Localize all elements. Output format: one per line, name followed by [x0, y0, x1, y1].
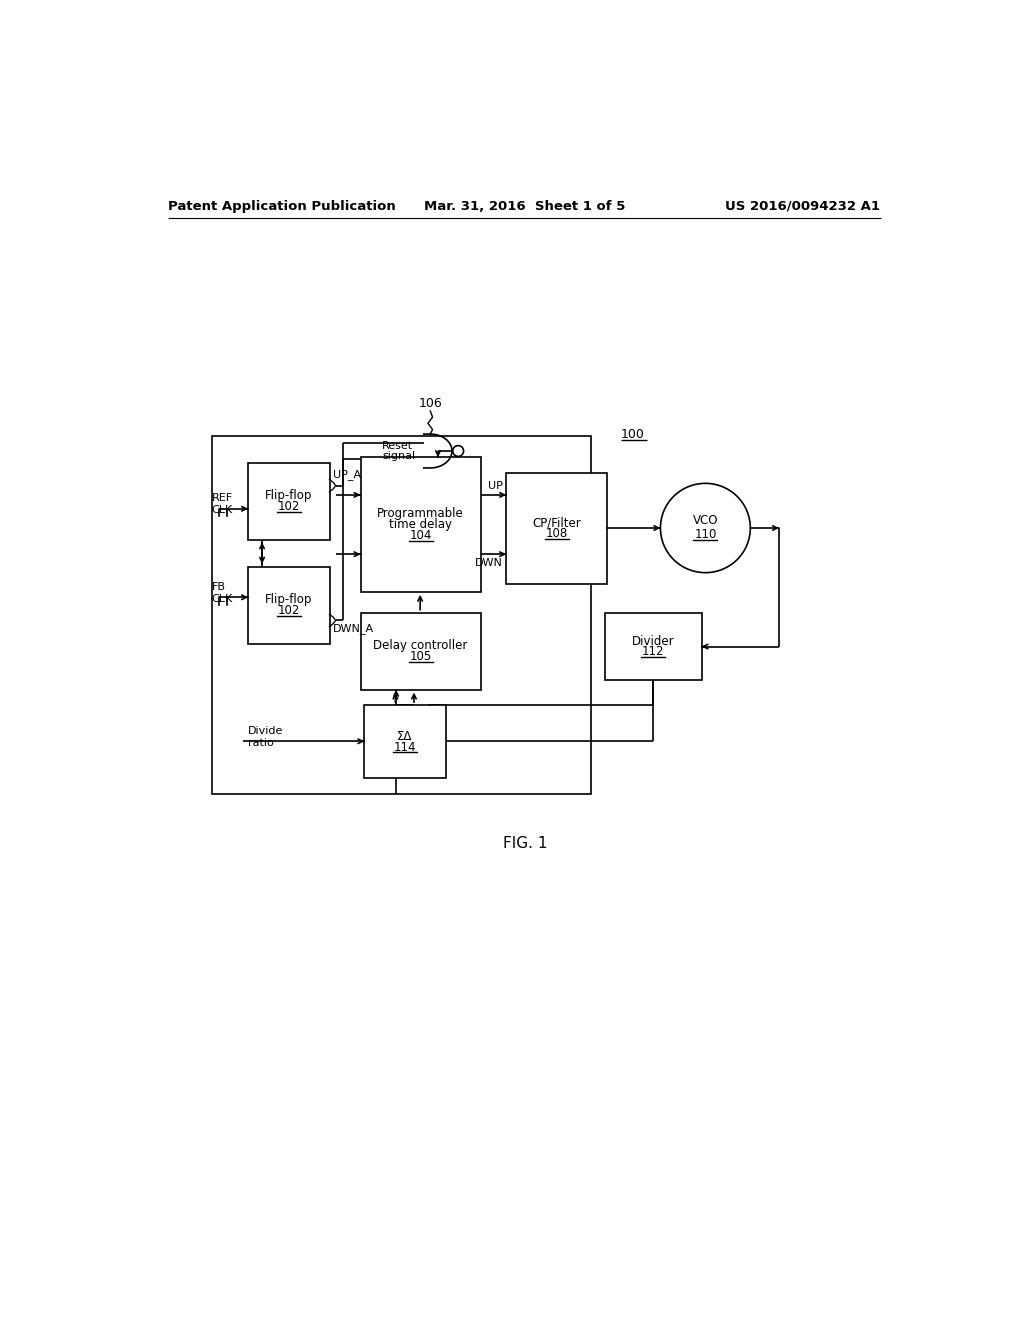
Text: Programmable: Programmable	[377, 507, 464, 520]
Text: Mar. 31, 2016  Sheet 1 of 5: Mar. 31, 2016 Sheet 1 of 5	[424, 199, 626, 213]
Bar	[212, 436, 592, 793]
Bar	[360, 612, 480, 689]
Bar	[604, 612, 701, 681]
Text: ΣΔ: ΣΔ	[397, 730, 413, 743]
Text: time delay: time delay	[389, 517, 452, 531]
Bar	[248, 566, 330, 644]
Text: REF: REF	[212, 492, 232, 503]
Text: Delay controller: Delay controller	[374, 639, 468, 652]
Text: 114: 114	[394, 741, 417, 754]
Text: FIG. 1: FIG. 1	[503, 836, 547, 851]
Bar	[248, 462, 330, 540]
Text: 105: 105	[410, 649, 432, 663]
Text: 102: 102	[278, 500, 300, 513]
Text: CLK: CLK	[212, 506, 232, 515]
Text: 102: 102	[278, 603, 300, 616]
Text: 110: 110	[694, 528, 717, 541]
Text: 104: 104	[410, 529, 432, 541]
Text: 108: 108	[546, 527, 567, 540]
Text: UP: UP	[488, 480, 503, 491]
Text: DWN: DWN	[475, 558, 503, 569]
Bar	[506, 473, 607, 585]
Text: Flip-flop: Flip-flop	[265, 490, 312, 502]
Bar	[365, 705, 445, 779]
Text: ratio: ratio	[248, 738, 273, 748]
Text: Divide: Divide	[248, 726, 284, 735]
Bar	[360, 457, 480, 591]
Text: signal: signal	[382, 451, 416, 462]
Text: CLK: CLK	[212, 594, 232, 603]
Text: Patent Application Publication: Patent Application Publication	[168, 199, 396, 213]
Text: US 2016/0094232 A1: US 2016/0094232 A1	[725, 199, 880, 213]
Text: VCO: VCO	[692, 513, 718, 527]
Text: 112: 112	[642, 645, 665, 659]
Circle shape	[453, 446, 464, 457]
Text: Divider: Divider	[632, 635, 675, 648]
Text: 100: 100	[621, 428, 645, 441]
Text: UP_A: UP_A	[333, 470, 360, 480]
Circle shape	[660, 483, 751, 573]
Text: Flip-flop: Flip-flop	[265, 593, 312, 606]
Text: CP/Filter: CP/Filter	[532, 516, 581, 529]
Text: Reset: Reset	[382, 441, 414, 451]
Text: 106: 106	[419, 397, 442, 409]
Text: DWN_A: DWN_A	[333, 623, 374, 634]
Text: FB: FB	[212, 582, 225, 591]
